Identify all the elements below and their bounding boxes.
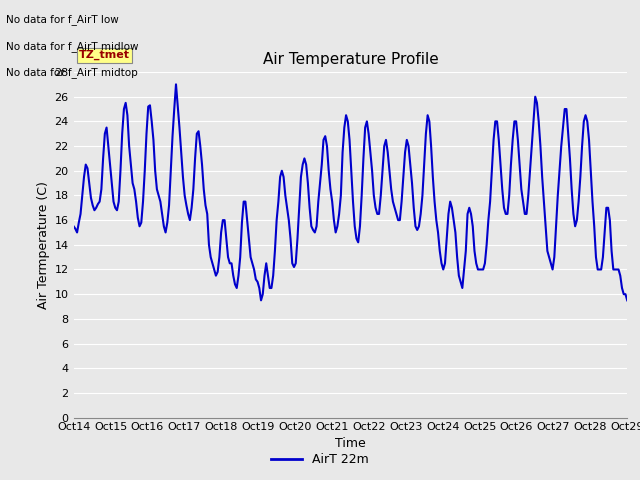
X-axis label: Time: Time bbox=[335, 437, 366, 450]
Text: No data for f_AirT midlow: No data for f_AirT midlow bbox=[6, 41, 139, 52]
Legend: AirT 22m: AirT 22m bbox=[266, 448, 374, 471]
Text: No data for f_AirT low: No data for f_AirT low bbox=[6, 14, 119, 25]
Title: Air Temperature Profile: Air Temperature Profile bbox=[262, 52, 438, 67]
Text: TZ_tmet: TZ_tmet bbox=[79, 50, 130, 60]
Text: No data for f_AirT midtop: No data for f_AirT midtop bbox=[6, 67, 138, 78]
Y-axis label: Air Termperature (C): Air Termperature (C) bbox=[37, 181, 51, 309]
